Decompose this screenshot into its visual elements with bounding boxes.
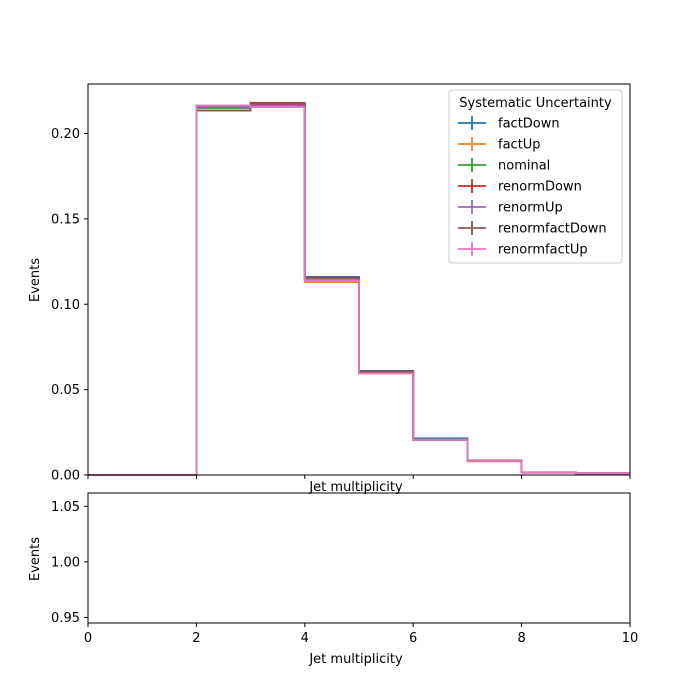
ratio-x-axis-label: Jet multiplicity xyxy=(308,652,403,667)
legend-label: renormfactDown xyxy=(498,222,607,237)
legend-label: renormUp xyxy=(498,201,563,216)
ratio-y-axis-label: Events xyxy=(28,537,43,581)
legend-item-factUp: factUp xyxy=(458,137,541,153)
ratio-plot-frame xyxy=(87,492,631,624)
series-layer xyxy=(88,101,630,476)
legend-label: factUp xyxy=(498,138,541,153)
ratio-x-tick-label: 4 xyxy=(301,631,309,646)
ratio-x-tick-label: 10 xyxy=(622,631,639,646)
ratio-x-ticks: 0 2 4 6 8 10 xyxy=(84,623,638,646)
legend-title: Systematic Uncertainty xyxy=(459,96,612,111)
legend-label: factDown xyxy=(498,117,560,132)
main-y-tick-label: 0.20 xyxy=(51,127,80,142)
legend-item-factDown: factDown xyxy=(458,116,560,132)
legend-label: renormfactUp xyxy=(498,243,588,258)
ratio-x-tick-label: 6 xyxy=(409,631,417,646)
series-line-renormfactUp xyxy=(88,104,630,476)
ratio-x-tick-label: 2 xyxy=(192,631,200,646)
ratio-x-tick-label: 0 xyxy=(84,631,92,646)
main-y-tick-label: 0.10 xyxy=(51,298,80,313)
legend-item-nominal: nominal xyxy=(458,158,550,174)
legend-item-renormfactUp: renormfactUp xyxy=(458,242,588,258)
legend-item-renormUp: renormUp xyxy=(458,200,563,216)
main-y-axis-label: Events xyxy=(28,258,43,302)
ratio-y-tick-label: 1.00 xyxy=(51,555,80,570)
main-plot-frame xyxy=(87,83,631,476)
ratio-y-tick-label: 1.05 xyxy=(51,500,80,515)
ratio-y-tick-label: 0.95 xyxy=(51,611,80,626)
legend-label: renormDown xyxy=(498,180,582,195)
legend-box xyxy=(448,89,623,264)
ratio-x-tick-label: 8 xyxy=(517,631,525,646)
legend-entries: factDown factUp nominal renormDown renormUp r… xyxy=(458,116,607,258)
main-x-ticks xyxy=(87,475,631,479)
legend-item-renormDown: renormDown xyxy=(458,179,582,195)
legend: Systematic Uncertainty factDown factUp nom… xyxy=(448,89,623,264)
main-y-ticks: 0.00 0.05 0.10 0.15 0.20 xyxy=(51,127,88,484)
main-y-tick-label: 0.05 xyxy=(51,383,80,398)
main-y-tick-label: 0.15 xyxy=(51,212,80,227)
legend-item-renormfactDown: renormfactDown xyxy=(458,221,607,237)
ratio-panel: 0 2 4 6 8 10 0.95 1.00 1.05 Jet multiplicity Ev… xyxy=(28,492,638,667)
legend-label: nominal xyxy=(498,159,550,174)
main-x-axis-label: Jet multiplicity xyxy=(308,480,403,495)
main-histogram-panel: 0.00 0.05 0.10 0.15 0.20 Jet multiplicity Ev… xyxy=(28,83,631,495)
main-y-tick-label: 0.00 xyxy=(51,469,80,484)
ratio-y-ticks: 0.95 1.00 1.05 xyxy=(51,500,88,626)
